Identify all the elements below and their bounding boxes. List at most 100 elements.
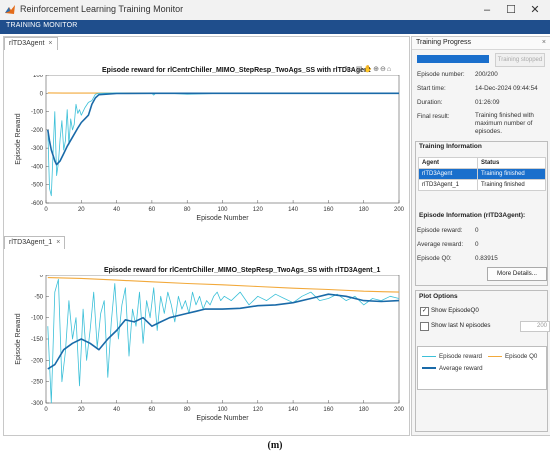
y-tick-label: -200 <box>31 128 44 134</box>
y-tick-label: -300 <box>31 146 44 152</box>
x-tick-label: 20 <box>78 407 85 413</box>
x-tick-label: 40 <box>113 407 120 413</box>
legend-label: Average reward <box>439 365 483 372</box>
agents-table: Agent Status rlTD3Agent Training finishe… <box>418 157 547 191</box>
close-icon[interactable]: × <box>541 39 546 46</box>
show-last-n-checkbox[interactable] <box>420 322 429 331</box>
x-tick-label: 100 <box>217 207 228 213</box>
plot-legend: Episode reward Episode Q0 Average reward <box>417 346 547 390</box>
y-tick-label: 100 <box>33 75 44 79</box>
tab-rltd3agent[interactable]: rlTD3Agent × <box>4 37 58 50</box>
start-time-label: Start time: <box>417 85 446 92</box>
y-tick-label: 0 <box>40 275 44 279</box>
x-tick-label: 160 <box>323 407 334 413</box>
tab-label: rlTD3Agent <box>9 40 45 47</box>
tab-label: rlTD3Agent_1 <box>9 239 53 246</box>
x-tick-label: 160 <box>323 207 334 213</box>
zoom-out-icon[interactable]: ⊖ <box>380 66 387 73</box>
legend-episode-reward: Episode reward <box>422 353 482 360</box>
table-row[interactable]: rlTD3Agent Training finished <box>418 168 547 180</box>
training-progress-title: Training Progress <box>416 39 471 46</box>
minimize-button[interactable]: – <box>483 4 491 16</box>
zoom-in-icon[interactable]: ⊕ <box>373 66 381 73</box>
x-tick-label: 60 <box>149 207 156 213</box>
toolstrip-tabbar: TRAINING MONITOR <box>0 20 550 34</box>
training-progress-header: Training Progress × <box>412 37 550 50</box>
series-episode-reward <box>47 278 400 404</box>
axes-toolbar: ✎⌖▤✋⊕⊖⌂ <box>344 65 392 74</box>
duration-value: 01:26:09 <box>475 99 500 106</box>
pan-icon[interactable]: ✋ <box>363 66 374 73</box>
close-button[interactable]: ✕ <box>530 4 540 16</box>
tab-training-monitor[interactable]: TRAINING MONITOR <box>6 22 78 29</box>
plots-pane: rlTD3Agent × rlTD3Agent_1 × Episode reward… <box>3 36 410 436</box>
status-cell: Training finished <box>476 168 547 180</box>
home-icon[interactable]: ⌂ <box>386 66 393 73</box>
show-episode-q0-checkbox[interactable]: ✓ <box>420 307 429 316</box>
episode-reward-label: Episode reward: <box>417 227 463 234</box>
x-tick-label: 60 <box>149 407 156 413</box>
series-average-reward <box>47 293 400 370</box>
close-icon[interactable]: × <box>56 239 61 246</box>
episode-q0-label: Episode Q0: <box>417 255 452 262</box>
maximize-button[interactable]: ☐ <box>506 4 516 16</box>
y-tick-label: 0 <box>40 91 44 97</box>
chart-rltd3agent: 0 20 40 60 80 100 120 140 160 180 200 100 0 -100 -200 -… <box>15 75 405 222</box>
y-tick-label: -100 <box>31 316 44 322</box>
y-axis-label: Episode Reward <box>15 113 22 164</box>
y-axis-label: Episode Reward <box>15 313 22 364</box>
agent-cell: rlTD3Agent <box>418 168 478 180</box>
tab-rltd3agent-1[interactable]: rlTD3Agent_1 × <box>4 236 66 249</box>
training-stopped-button[interactable]: Training stopped <box>495 53 545 67</box>
last-n-input[interactable]: 200 <box>520 321 550 332</box>
episode-number-value: 200/200 <box>475 71 498 78</box>
y-tick-label: -500 <box>31 183 44 189</box>
x-tick-label: 140 <box>288 207 299 213</box>
final-result-value: Training finished with maximum number of… <box>475 112 534 135</box>
plot-area <box>45 75 400 204</box>
table-row[interactable]: rlTD3Agent_1 Training finished <box>418 179 547 191</box>
average-reward-label: Average reward: <box>417 241 464 248</box>
average-reward-value: 0 <box>475 241 479 248</box>
brush-icon[interactable]: ✎ <box>344 66 351 73</box>
x-tick-label: 120 <box>253 207 264 213</box>
progress-fill <box>417 55 489 63</box>
x-tick-label: 40 <box>113 207 120 213</box>
data-tips-icon[interactable]: ⌖ <box>350 66 356 73</box>
legend-label: Episode reward <box>439 353 482 360</box>
window-titlebar: Reinforcement Learning Training Monitor … <box>0 0 550 21</box>
figure-caption: (m) <box>267 440 283 451</box>
x-axis-label: Episode Number <box>196 415 249 422</box>
y-tick-label: -200 <box>31 358 44 364</box>
x-tick-label: 200 <box>394 407 405 413</box>
agent-column-header: Agent <box>418 157 478 169</box>
chart-title-1: Episode reward for rlCentrChiller_MIMO_S… <box>102 67 371 74</box>
episode-information-title: Episode Information (rlTD3Agent): <box>419 212 526 219</box>
x-tick-label: 0 <box>44 407 48 413</box>
legend-swatch-episode-q0 <box>488 355 502 357</box>
y-tick-label: -300 <box>31 401 44 407</box>
series-episode-q0 <box>47 277 400 293</box>
chart-title-2: Episode reward for rlCentrChiller_MIMO_S… <box>104 267 381 274</box>
duration-label: Duration: <box>417 99 443 106</box>
training-information-title: Training Information <box>419 143 482 150</box>
x-tick-label: 20 <box>78 207 85 213</box>
x-tick-label: 80 <box>184 207 191 213</box>
legend-label: Episode Q0 <box>505 353 538 360</box>
more-details-button[interactable]: More Details... <box>487 267 547 281</box>
show-episode-q0-label: Show EpisodeQ0 <box>431 307 479 314</box>
legend-episode-q0: Episode Q0 <box>488 353 537 360</box>
status-column-header: Status <box>476 157 547 169</box>
close-icon[interactable]: × <box>48 40 53 47</box>
legend-average-reward: Average reward <box>422 365 483 372</box>
save-icon[interactable]: ▤ <box>355 66 364 73</box>
plot-options-title: Plot Options <box>419 293 458 300</box>
y-tick-label: -100 <box>31 110 44 116</box>
legend-swatch-average-reward <box>422 367 436 370</box>
y-tick-label: -600 <box>31 201 44 207</box>
x-tick-label: 140 <box>288 407 299 413</box>
x-tick-label: 200 <box>394 207 405 213</box>
legend-swatch-episode-reward <box>422 355 436 357</box>
training-progress-pane: Training Progress × Training stopped Epi… <box>411 36 550 436</box>
y-tick-label: -150 <box>31 337 44 343</box>
